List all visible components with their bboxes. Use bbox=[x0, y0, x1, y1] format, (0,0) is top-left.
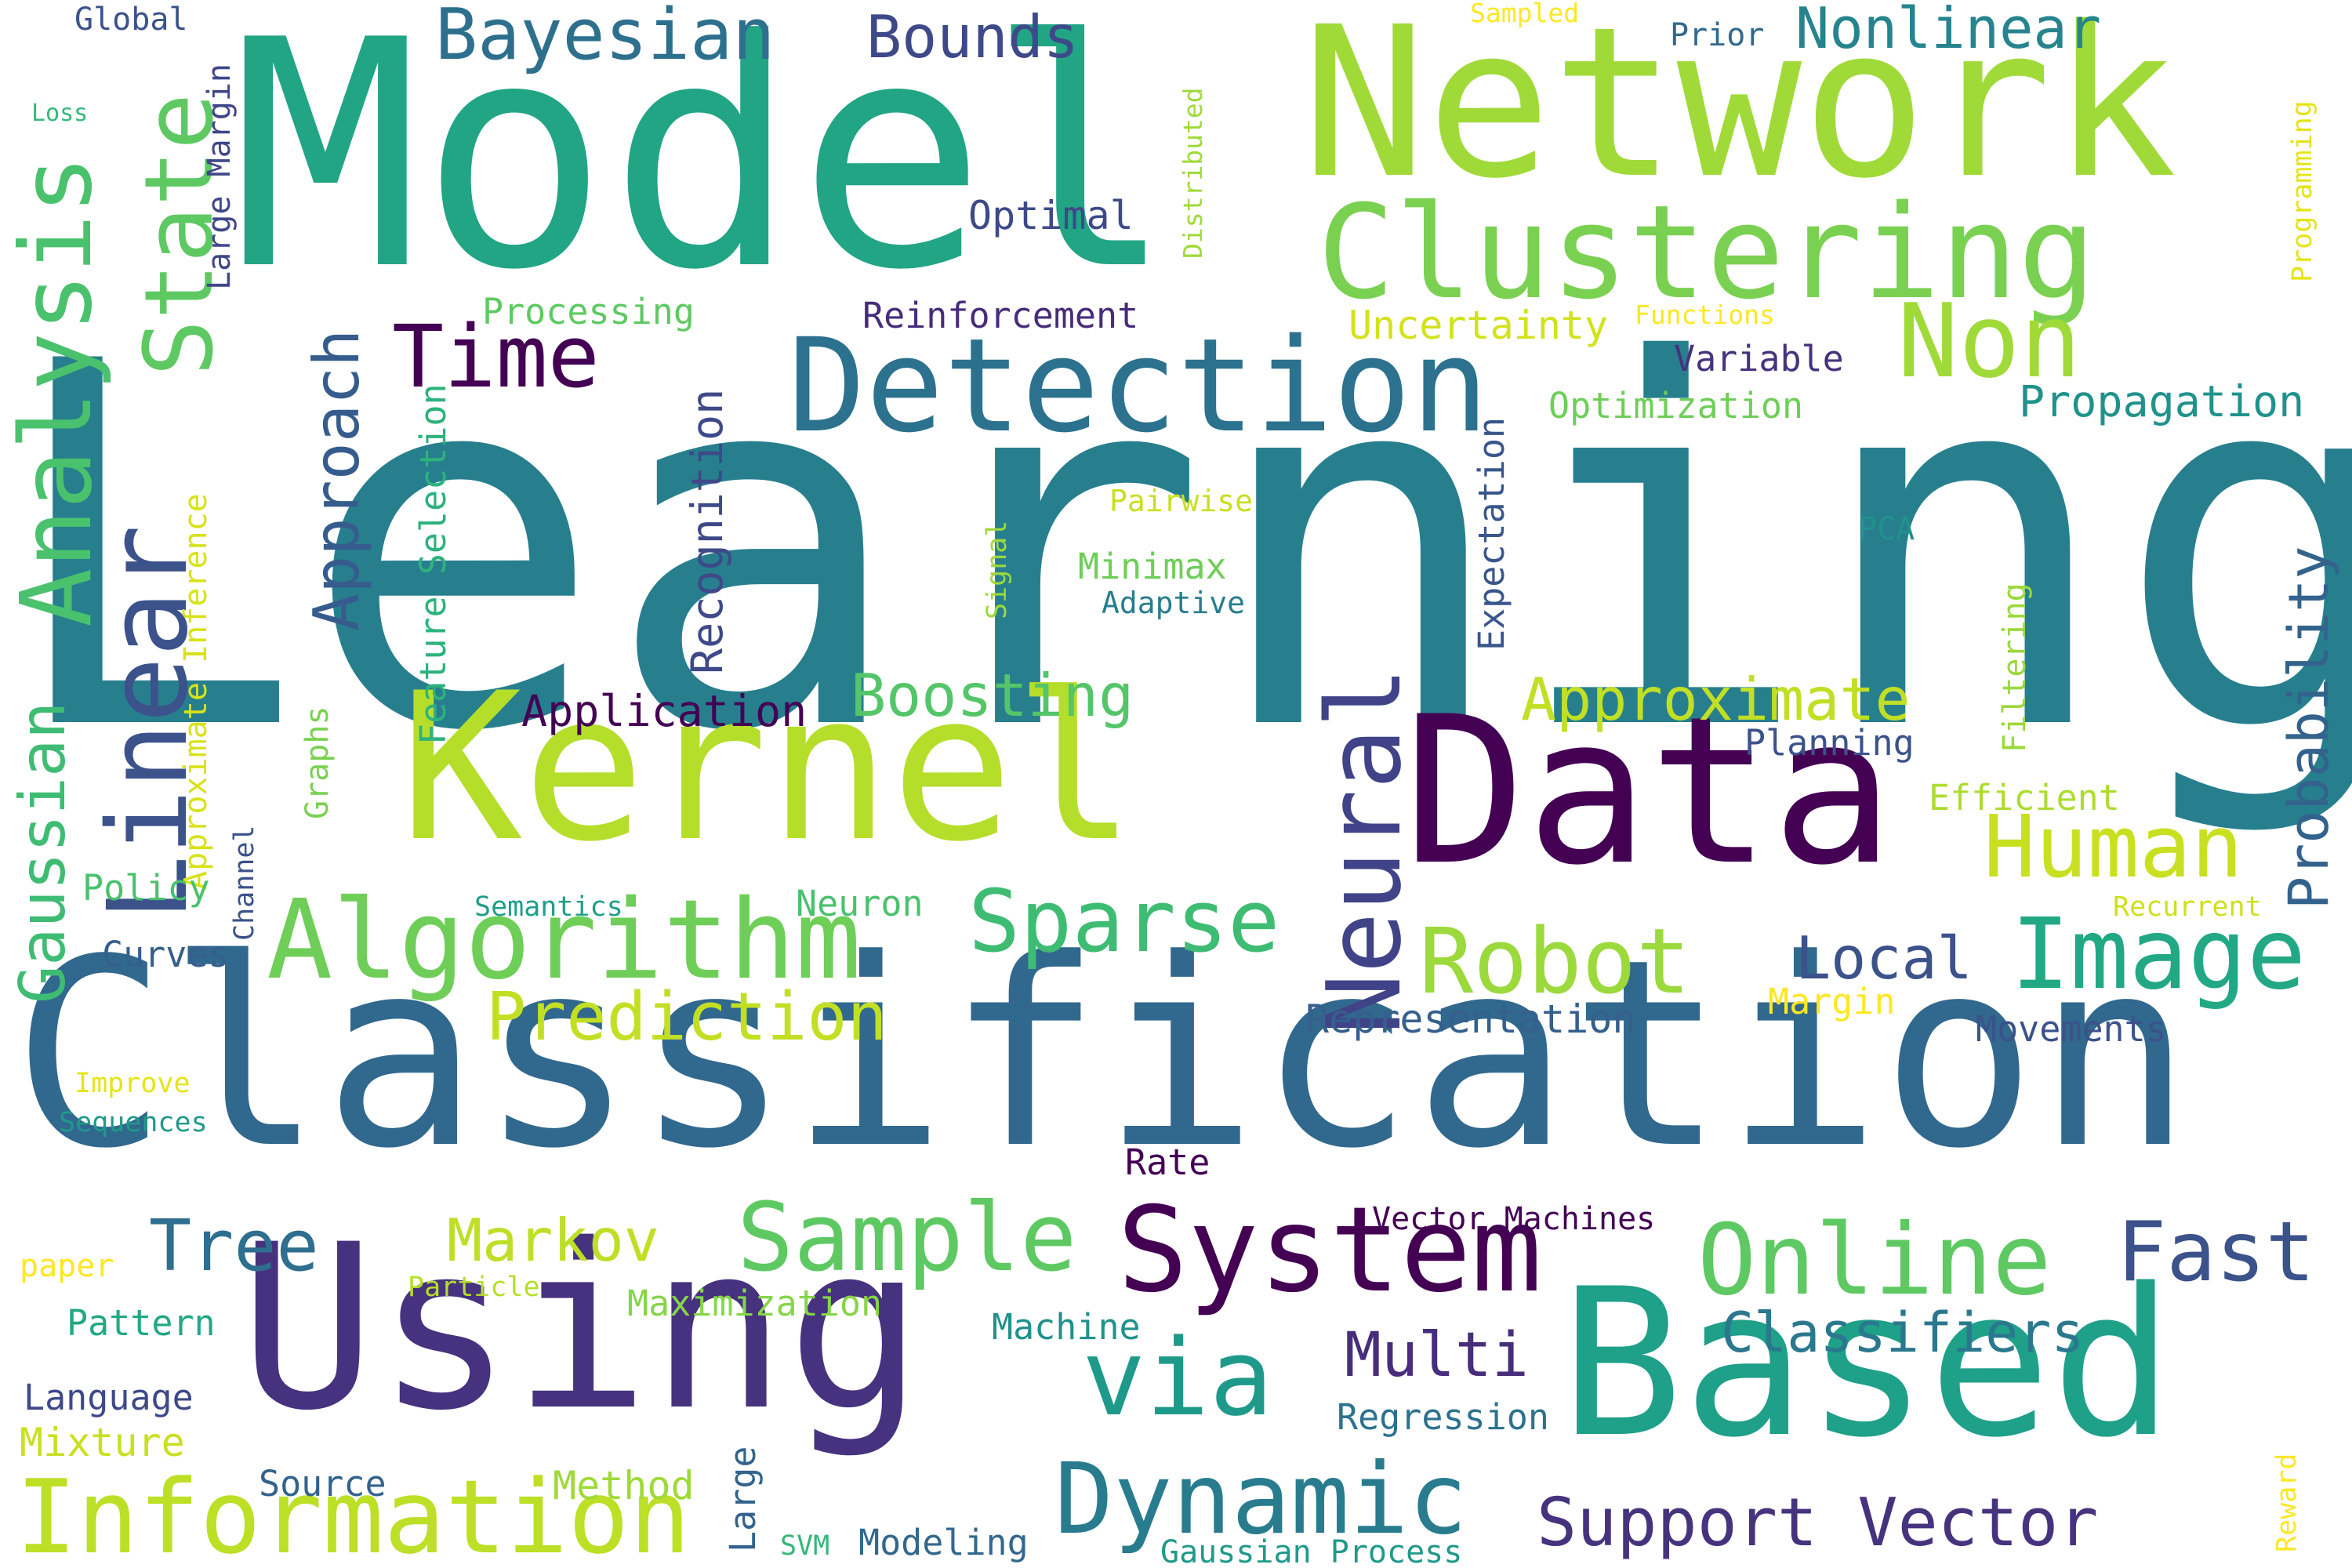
word-recognition: Recognition bbox=[682, 388, 732, 674]
word-source: Source bbox=[259, 1463, 387, 1504]
word-uncertainty: Uncertainty bbox=[1348, 303, 1609, 348]
word-image: Image bbox=[2011, 898, 2307, 1011]
word-clustering: Clustering bbox=[1317, 177, 2096, 328]
word-via: via bbox=[1082, 1316, 1273, 1439]
word-channel: Channel bbox=[229, 825, 260, 941]
word-model: Model bbox=[231, 0, 1176, 339]
word-pattern: Pattern bbox=[67, 1302, 216, 1344]
word-tree: Tree bbox=[149, 1205, 319, 1287]
word-detection: Detection bbox=[788, 310, 1490, 461]
word-sample: Sample bbox=[737, 1184, 1077, 1293]
word-mixture: Mixture bbox=[20, 1420, 185, 1465]
word-data: Data bbox=[1403, 673, 1895, 910]
word-markov: Markov bbox=[447, 1206, 659, 1275]
word-bayesian: Bayesian bbox=[435, 0, 775, 76]
word-modeling: Modeling bbox=[858, 1522, 1029, 1563]
word-analysis: Analysis bbox=[0, 154, 114, 627]
word-maximization: Maximization bbox=[627, 1283, 883, 1324]
word-fast: Fast bbox=[2117, 1204, 2315, 1300]
word-based: Based bbox=[1560, 1246, 2174, 1483]
word-classification: Classification bbox=[12, 904, 2193, 1205]
word-probability: Probability bbox=[2277, 546, 2341, 909]
word-planning: Planning bbox=[1744, 722, 1915, 764]
word-bounds: Bounds bbox=[866, 2, 1079, 71]
word-nonlinear: Nonlinear bbox=[1795, 0, 2102, 61]
word-distributed: Distributed bbox=[1178, 87, 1208, 259]
word-global: Global bbox=[74, 2, 188, 38]
word-prior: Prior bbox=[1670, 17, 1765, 53]
word-programming: Programming bbox=[2287, 100, 2318, 282]
word-approach: Approach bbox=[300, 328, 373, 631]
word-functions: Functions bbox=[1635, 299, 1775, 330]
word-sparse: Sparse bbox=[968, 871, 1280, 971]
word-language: Language bbox=[24, 1377, 194, 1418]
word-prediction: Prediction bbox=[486, 978, 887, 1056]
word-time: Time bbox=[392, 307, 600, 407]
word-multi: Multi bbox=[1345, 1320, 1529, 1391]
word-sampled: Sampled bbox=[1470, 0, 1580, 28]
word-optimization: Optimization bbox=[1548, 385, 1804, 426]
word-paper: paper bbox=[20, 1248, 114, 1284]
word-non: Non bbox=[1897, 281, 2082, 401]
word-efficient: Efficient bbox=[1929, 777, 2120, 818]
word-dynamic: Dynamic bbox=[1054, 1443, 1468, 1556]
word-propagation: Propagation bbox=[2019, 376, 2305, 426]
word-boosting: Boosting bbox=[851, 661, 1134, 730]
word-processing: Processing bbox=[482, 291, 695, 332]
word-gaussian-process: Gaussian Process bbox=[1160, 1534, 1463, 1568]
word-expectation: Expectation bbox=[1471, 416, 1512, 651]
word-movements: Movements bbox=[1976, 1008, 2167, 1050]
word-local: Local bbox=[1795, 924, 1973, 993]
word-filtering: Filtering bbox=[1997, 583, 2033, 753]
word-adaptive: Adaptive bbox=[1102, 586, 1246, 620]
word-semantics: Semantics bbox=[474, 891, 623, 923]
word-large: Large bbox=[722, 1446, 764, 1552]
word-rate: Rate bbox=[1125, 1142, 1210, 1183]
word-sequences: Sequences bbox=[59, 1107, 208, 1138]
word-support-vector: Support Vector bbox=[1537, 1484, 2099, 1562]
word-graphs: Graphs bbox=[299, 706, 336, 820]
word-learning: Learning bbox=[0, 256, 2352, 840]
word-using: Using bbox=[239, 1196, 924, 1461]
word-margin: Margin bbox=[1768, 981, 1896, 1022]
word-large-margin: Large Margin bbox=[201, 64, 238, 290]
word-loss: Loss bbox=[31, 100, 89, 127]
word-particle: Particle bbox=[408, 1272, 540, 1303]
word-application: Application bbox=[521, 686, 808, 736]
word-algorithm: Algorithm bbox=[267, 877, 862, 1004]
word-vector-machines: Vector Machines bbox=[1372, 1201, 1656, 1237]
word-pca: PCA bbox=[1858, 511, 1915, 547]
word-method: Method bbox=[553, 1463, 695, 1508]
word-online: Online bbox=[1697, 1203, 2052, 1317]
word-representation: Representation bbox=[1305, 996, 1636, 1042]
word-signal: Signal bbox=[982, 520, 1013, 619]
word-gaussian: Gaussian bbox=[6, 701, 79, 1004]
word-curves: Curves bbox=[102, 934, 230, 975]
word-robot: Robot bbox=[1419, 909, 1691, 1014]
word-information: Information bbox=[16, 1457, 691, 1568]
word-machine: Machine bbox=[992, 1306, 1141, 1348]
word-optimal: Optimal bbox=[968, 193, 1134, 238]
word-svm: SVM bbox=[780, 1530, 830, 1562]
word-improve: Improve bbox=[74, 1068, 191, 1099]
word-reinforcement: Reinforcement bbox=[862, 295, 1139, 336]
word-reward: Reward bbox=[2271, 1453, 2303, 1552]
word-network: Network bbox=[1301, 0, 2177, 224]
word-classifiers: Classifiers bbox=[1721, 1301, 2085, 1365]
word-policy: Policy bbox=[82, 867, 210, 909]
word-recurrent: Recurrent bbox=[2113, 891, 2262, 923]
word-approximate: Approximate bbox=[1521, 665, 1911, 734]
word-approximate-inference: Approximate Inference bbox=[178, 493, 214, 890]
word-regression: Regression bbox=[1337, 1396, 1549, 1438]
word-human: Human bbox=[1984, 797, 2244, 897]
word-neural: Neural bbox=[1305, 666, 1424, 1035]
word-minimax: Minimax bbox=[1078, 546, 1227, 587]
word-neuron: Neuron bbox=[796, 883, 924, 924]
word-pairwise: Pairwise bbox=[1109, 484, 1254, 518]
word-feature-selection: Feature Selection bbox=[412, 383, 454, 745]
word-kernel: Kernel bbox=[400, 650, 1137, 887]
word-system: System bbox=[1117, 1182, 1542, 1319]
word-variable: Variable bbox=[1674, 338, 1844, 379]
